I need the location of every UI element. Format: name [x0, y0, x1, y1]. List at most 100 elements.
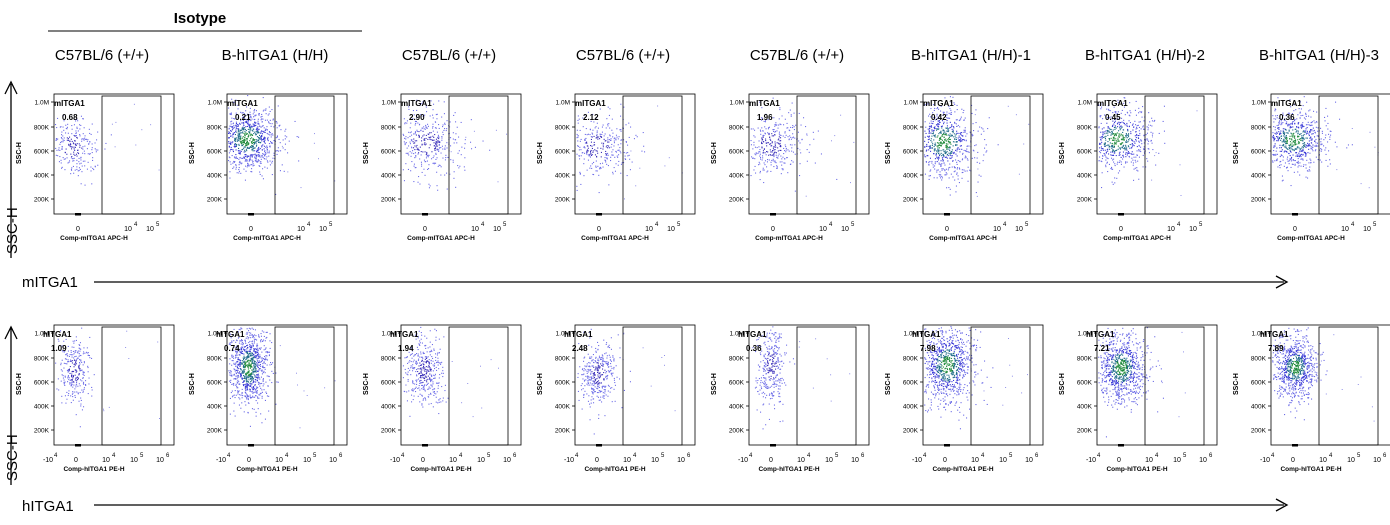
event-dot [264, 150, 265, 151]
event-dot [238, 130, 239, 131]
event-dot [248, 124, 249, 125]
event-dot [231, 341, 232, 342]
event-dot [1148, 143, 1149, 144]
event-dot [260, 413, 261, 414]
event-dot [243, 169, 244, 170]
event-dot [1275, 119, 1276, 120]
event-dot [959, 161, 960, 162]
event-dot [1120, 128, 1121, 129]
event-dot [250, 108, 251, 109]
event-dot [1292, 122, 1293, 123]
dot-cloud [1098, 97, 1197, 196]
event-dot [617, 157, 618, 158]
event-dot [240, 136, 241, 137]
event-dot [632, 162, 633, 163]
event-dot [1105, 160, 1106, 161]
event-dot [1277, 166, 1278, 167]
event-dot [254, 388, 255, 389]
y-tick-label: 600K [1251, 149, 1267, 156]
event-dot [248, 399, 249, 400]
event-dot [253, 148, 254, 149]
event-dot [135, 145, 136, 146]
event-dot [268, 121, 269, 122]
event-dot [83, 161, 84, 162]
event-dot [259, 365, 260, 366]
event-dot [947, 139, 948, 140]
event-dot [579, 119, 580, 120]
event-dot [229, 152, 230, 153]
event-dot [939, 147, 940, 148]
event-dot [1136, 140, 1137, 141]
event-dot [258, 159, 259, 160]
event-dot [258, 123, 259, 124]
event-dot [619, 147, 620, 148]
event-dot [440, 175, 441, 176]
event-dot [627, 145, 628, 146]
event-dot [67, 381, 68, 382]
event-dot [74, 150, 75, 151]
event-dot [952, 176, 953, 177]
event-dot [932, 145, 933, 146]
event-dot [423, 169, 424, 170]
event-dot [441, 138, 442, 139]
event-dot [255, 379, 256, 380]
event-dot [635, 185, 636, 186]
event-dot [1112, 131, 1113, 132]
event-dot [275, 151, 276, 152]
event-dot [1272, 154, 1273, 155]
event-dot [73, 152, 74, 153]
x-tick-exponent: 4 [655, 222, 659, 228]
event-dot [926, 151, 927, 152]
event-dot [240, 124, 241, 125]
event-dot [950, 122, 951, 123]
event-dot [1135, 162, 1136, 163]
event-dot [249, 328, 250, 329]
event-dot [785, 144, 786, 145]
event-dot [267, 385, 268, 386]
event-dot [250, 383, 251, 384]
event-dot [596, 156, 597, 157]
event-dot [1272, 162, 1273, 163]
event-dot [1291, 139, 1292, 140]
event-dot [238, 357, 239, 358]
event-dot [438, 135, 439, 136]
event-dot [754, 158, 755, 159]
event-dot [937, 147, 938, 148]
event-dot [930, 108, 931, 109]
event-dot [590, 157, 591, 158]
event-dot [602, 132, 603, 133]
y-tick-label: 800K [903, 125, 919, 132]
event-dot [1117, 162, 1118, 163]
event-dot [758, 153, 759, 154]
event-dot [1321, 144, 1322, 145]
event-dot [1302, 125, 1303, 126]
event-dot [67, 127, 68, 128]
event-dot [92, 152, 93, 153]
event-dot [295, 121, 296, 122]
event-dot [608, 146, 609, 147]
event-dot [233, 133, 234, 134]
event-dot [1303, 154, 1304, 155]
event-dot [958, 179, 959, 180]
event-dot [76, 340, 77, 341]
event-dot [404, 118, 405, 119]
event-dot [91, 170, 92, 171]
event-dot [447, 189, 448, 190]
event-dot [1126, 136, 1127, 137]
event-dot [255, 382, 256, 383]
event-dot [1309, 153, 1310, 154]
panel-y-label: SSC-H [711, 142, 718, 164]
event-dot [1279, 145, 1280, 146]
event-dot [1114, 153, 1115, 154]
event-dot [946, 157, 947, 158]
event-dot [1181, 195, 1182, 196]
event-dot [238, 397, 239, 398]
event-dot [1313, 128, 1314, 129]
event-dot [960, 138, 961, 139]
event-dot [941, 126, 942, 127]
event-dot [930, 148, 931, 149]
x-tick-label: 10 [645, 226, 653, 233]
gate-label: mITGA1 [749, 99, 780, 108]
event-dot [256, 386, 257, 387]
event-dot [1303, 131, 1304, 132]
